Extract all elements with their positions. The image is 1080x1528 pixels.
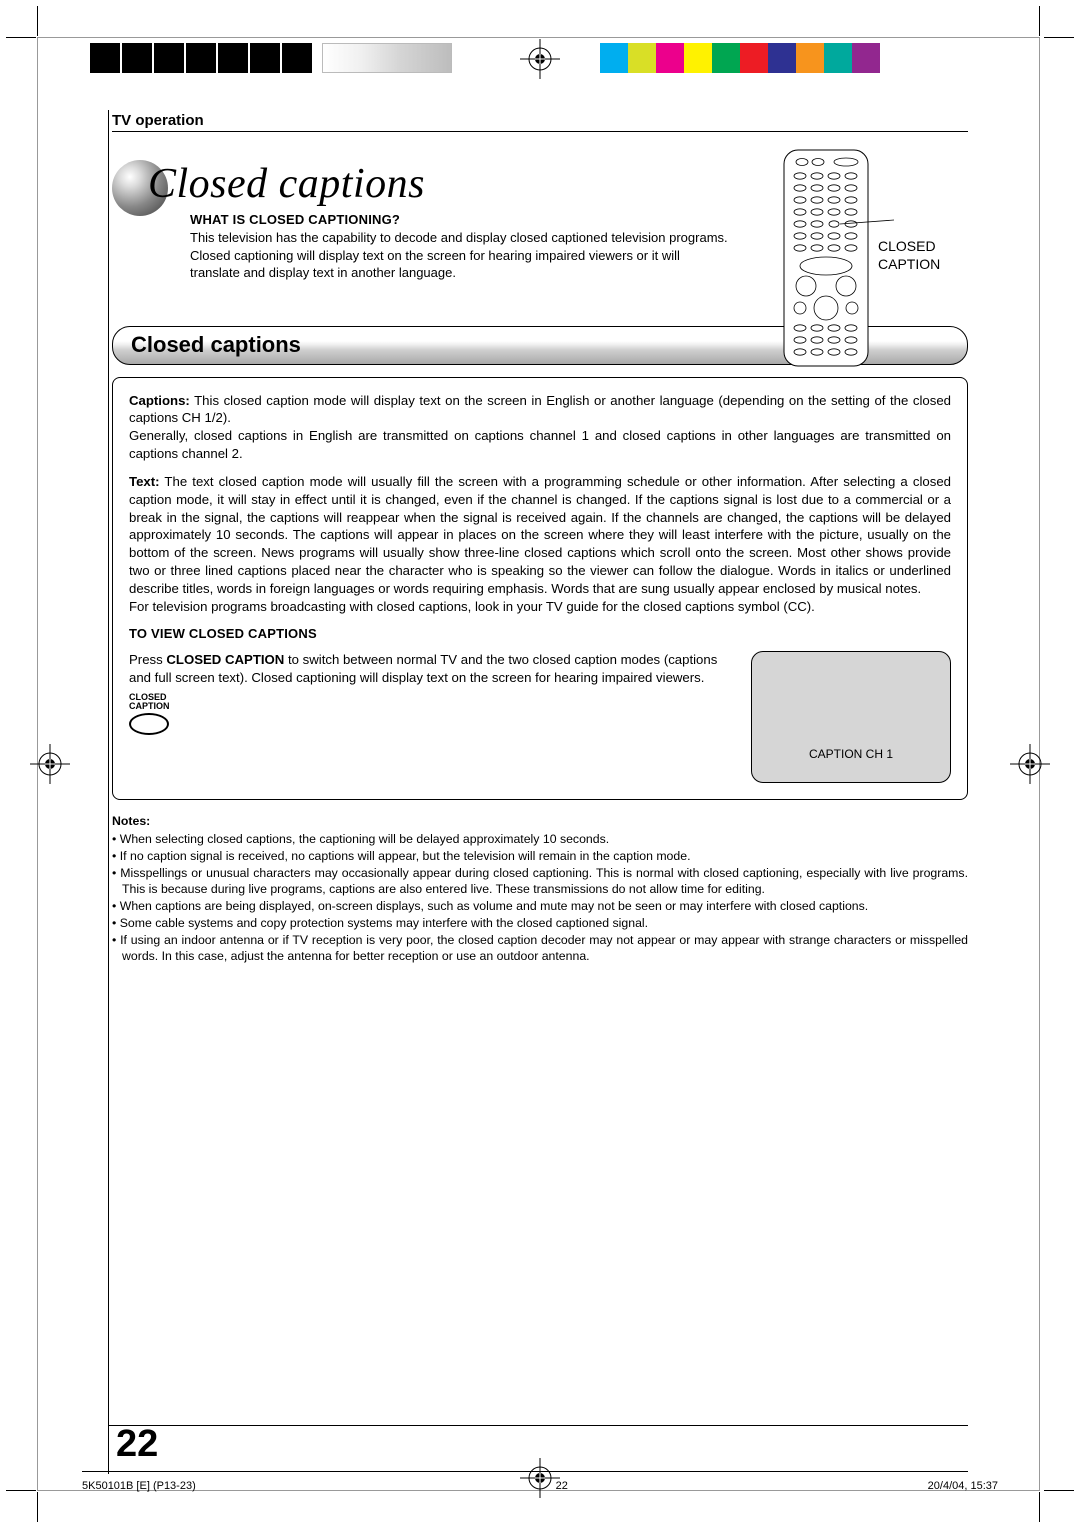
remote-icon (782, 148, 870, 368)
note-item: Misspellings or unusual characters may o… (112, 866, 968, 898)
doc-meta: 5K50101B [E] (P13-23) 22 20/4/04, 15:37 (82, 1480, 998, 1492)
crop-tick (37, 6, 38, 36)
note-item: When captions are being displayed, on-sc… (112, 899, 968, 915)
body-box: Captions: This closed caption mode will … (112, 377, 968, 800)
footer-rule (108, 1425, 968, 1426)
doc-meta-center: 22 (556, 1480, 568, 1492)
intro-heading: WHAT IS CLOSED CAPTIONING? (190, 212, 730, 227)
note-item: If using an indoor antenna or if TV rece… (112, 933, 968, 965)
cc-button-icon (129, 713, 169, 735)
crop-tick (1044, 1490, 1074, 1491)
printer-marks-top (0, 43, 1080, 79)
view-body: Press CLOSED CAPTION to switch between n… (129, 651, 731, 736)
view-heading: TO VIEW CLOSED CAPTIONS (129, 625, 951, 643)
remote-diagram: CLOSED CAPTION (780, 148, 872, 368)
note-item: Some cable systems and copy protection s… (112, 916, 968, 932)
doc-meta-right: 20/4/04, 15:37 (928, 1480, 998, 1492)
section-header: TV operation (112, 112, 968, 132)
tv-preview-label: CAPTION CH 1 (752, 746, 950, 762)
note-item: If no caption signal is received, no cap… (112, 849, 968, 865)
registration-mark-icon (1010, 744, 1050, 784)
notes-heading: Notes: (112, 814, 968, 830)
text-para: Text: The text closed caption mode will … (129, 473, 951, 616)
crop-tick (1044, 37, 1074, 38)
registration-mark-icon (30, 744, 70, 784)
footer-rule (82, 1471, 968, 1472)
intro-body: This television has the capability to de… (190, 229, 730, 282)
cc-button-graphic: CLOSEDCAPTION (129, 693, 731, 736)
color-strip (600, 43, 880, 73)
registration-mark-icon (520, 39, 560, 79)
captions-para: Captions: This closed caption mode will … (129, 392, 951, 463)
page-title: Closed captions (148, 160, 730, 208)
crop-tick (6, 37, 36, 38)
grayscale-strip (90, 43, 452, 73)
crop-tick (1039, 1492, 1040, 1522)
tv-preview: CAPTION CH 1 (751, 651, 951, 783)
crop-tick (37, 1492, 38, 1522)
remote-pointer-label: CLOSED CAPTION (878, 238, 976, 273)
doc-meta-left: 5K50101B [E] (P13-23) (82, 1480, 196, 1492)
crop-tick (6, 1490, 36, 1491)
page-content: TV operation Closed captions WHAT IS CLO… (112, 112, 968, 1468)
crop-tick (1039, 6, 1040, 36)
note-item: When selecting closed captions, the capt… (112, 832, 968, 848)
page-number: 22 (116, 1423, 158, 1466)
notes-block: Notes: When selecting closed captions, t… (112, 814, 968, 965)
page-spine-rule (108, 110, 109, 1474)
